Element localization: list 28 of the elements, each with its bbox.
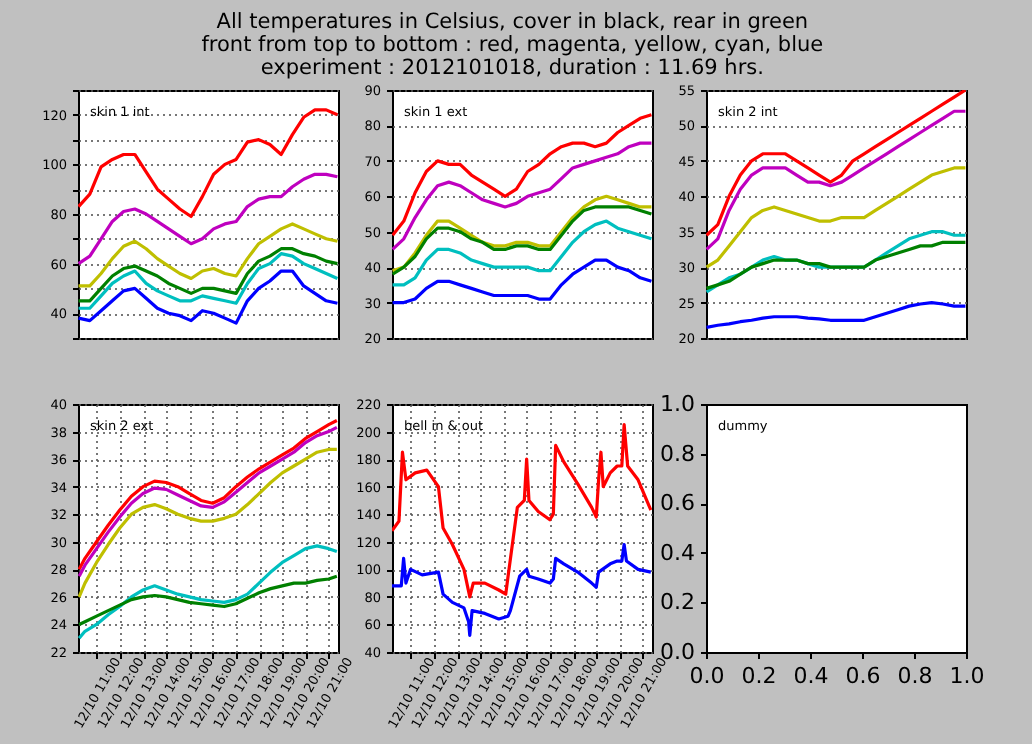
- line-series: [706, 90, 966, 237]
- line-series: [392, 194, 652, 273]
- line-series: [392, 205, 652, 276]
- line-series: [392, 258, 652, 305]
- line-series: [78, 108, 338, 219]
- text: front from top to bottom : red, magenta, yellow, cyan, blue: [201, 33, 824, 57]
- y-tick-label: 0.4: [660, 539, 695, 566]
- x-tick-label: 0.4: [793, 663, 829, 689]
- line-series: [706, 240, 966, 290]
- y-tick-label: 0.8: [660, 440, 695, 467]
- x-tick-label: 1.0: [949, 663, 985, 689]
- x-tick-label: 0.2: [741, 663, 777, 689]
- line-series: [392, 113, 652, 237]
- line-series: [706, 300, 966, 329]
- x-tick-label: 0.6: [845, 663, 881, 689]
- y-tick-label: 0.6: [660, 490, 695, 517]
- line-series: [392, 219, 652, 287]
- y-tick-label: 1.0: [660, 391, 695, 417]
- line-series: [706, 166, 966, 269]
- line-series: [392, 141, 652, 252]
- line-series: [78, 269, 338, 325]
- text: experiment : 2012101018, duration : 11.69 hrs.: [260, 56, 764, 80]
- line-series: [78, 172, 338, 266]
- line-series: [706, 109, 966, 252]
- y-tick-label: 0.2: [660, 589, 695, 616]
- line-series: [78, 222, 338, 288]
- text: All temperatures in Celsius, cover in black, rear in green: [216, 10, 809, 34]
- x-tick-label: 0.8: [897, 663, 933, 689]
